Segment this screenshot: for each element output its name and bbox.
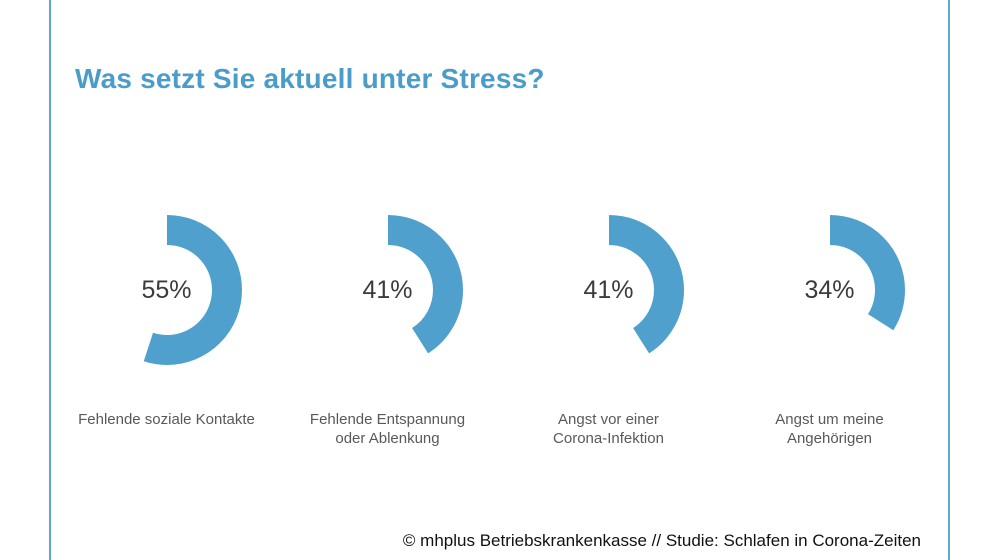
category-label-line: Angst um meine: [775, 411, 884, 428]
donut-chart-column-2: 41% Fehlende Entspannung oder Ablenkung: [277, 215, 498, 448]
donut-chart-column-4: 34% Angst um meine Angehörigen: [719, 215, 940, 448]
donut-chart-column-1: 55% Fehlende soziale Kontakte: [56, 215, 277, 448]
donut-arc-svg: [754, 215, 905, 365]
category-label-line: Angehörigen: [786, 430, 873, 447]
donut-arc: [533, 215, 684, 365]
left-border-line: [49, 0, 51, 560]
donut-arc: [91, 215, 242, 365]
category-label-line: Fehlende soziale Kontakte: [78, 411, 255, 428]
category-label-line: Angst vor einer: [558, 411, 659, 428]
donut-chart-column-3: 41% Angst vor einer Corona-Infektion: [498, 215, 719, 448]
category-label: Angst vor einer Corona-Infektion: [553, 410, 664, 448]
donut-arc: [312, 215, 463, 365]
percent-value: 55%: [141, 275, 192, 304]
category-label: Fehlende soziale Kontakte: [78, 410, 255, 429]
percent-value: 41%: [362, 275, 413, 304]
donut-gauge: 41%: [312, 215, 463, 365]
category-label: Fehlende Entspannung oder Ablenkung: [310, 410, 465, 448]
footer-credit: © mhplus Betriebskrankenkasse // Studie:…: [402, 531, 921, 550]
category-label-line: oder Ablenkung: [335, 430, 440, 447]
donut-arc-svg: [533, 215, 684, 365]
category-label-line: Fehlende Entspannung: [309, 411, 466, 428]
category-label: Angst um meine Angehörigen: [775, 410, 883, 448]
donut-arc: [754, 215, 905, 365]
donut-gauge: 34%: [754, 215, 905, 365]
percent-value: 34%: [804, 275, 855, 304]
category-label-line: Corona-Infektion: [553, 430, 664, 447]
donut-arc-svg: [312, 215, 463, 365]
donut-gauge: 55%: [91, 215, 242, 365]
percent-value: 41%: [583, 275, 634, 304]
donut-gauge: 41%: [533, 215, 684, 365]
right-border-line: [948, 0, 950, 560]
page-title: Was setzt Sie aktuell unter Stress?: [75, 63, 545, 94]
donut-arc-svg: [91, 215, 242, 365]
charts-row: 55% Fehlende soziale Kontakte 41% Fehlen…: [56, 215, 940, 448]
